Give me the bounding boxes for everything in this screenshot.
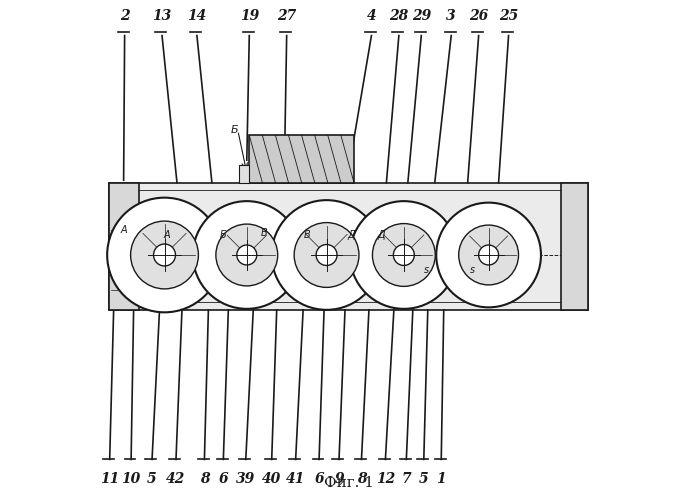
Circle shape: [394, 244, 415, 266]
Text: 5: 5: [147, 472, 157, 486]
Text: 10: 10: [121, 472, 141, 486]
Text: 2: 2: [120, 9, 129, 23]
Text: А: А: [120, 225, 127, 235]
FancyBboxPatch shape: [239, 165, 249, 182]
Text: 28: 28: [389, 9, 408, 23]
Circle shape: [459, 225, 519, 285]
Text: 3: 3: [447, 9, 456, 23]
Text: В: В: [303, 230, 310, 240]
Text: 9: 9: [334, 472, 344, 486]
Circle shape: [479, 245, 498, 265]
Text: В: В: [261, 228, 267, 237]
Text: 42: 42: [166, 472, 186, 486]
Text: Д: Д: [378, 230, 385, 240]
Text: 29: 29: [412, 9, 431, 23]
Text: Фиг. 1: Фиг. 1: [324, 476, 374, 490]
Text: А: А: [164, 230, 170, 240]
Text: 41: 41: [286, 472, 305, 486]
Text: 11: 11: [100, 472, 119, 486]
Text: 12: 12: [376, 472, 395, 486]
Circle shape: [216, 224, 278, 286]
Text: 4: 4: [366, 9, 376, 23]
Circle shape: [107, 198, 222, 312]
Text: 7: 7: [401, 472, 411, 486]
Circle shape: [373, 224, 436, 286]
Text: 6: 6: [218, 472, 228, 486]
FancyBboxPatch shape: [249, 136, 354, 182]
Text: Б: Б: [230, 126, 238, 136]
Text: 14: 14: [187, 9, 207, 23]
Text: 6: 6: [314, 472, 324, 486]
Text: 27: 27: [277, 9, 296, 23]
Text: s: s: [470, 265, 475, 275]
Text: 5: 5: [419, 472, 429, 486]
Circle shape: [237, 245, 257, 265]
Circle shape: [436, 202, 541, 308]
Text: 8: 8: [200, 472, 209, 486]
Text: Д: Д: [348, 230, 355, 240]
Circle shape: [272, 200, 381, 310]
Text: 25: 25: [499, 9, 518, 23]
Text: 13: 13: [152, 9, 172, 23]
Circle shape: [316, 244, 337, 266]
Text: 8: 8: [357, 472, 366, 486]
Circle shape: [193, 201, 301, 309]
Text: 19: 19: [239, 9, 259, 23]
Circle shape: [350, 201, 458, 309]
Text: s: s: [424, 265, 429, 275]
Text: 1: 1: [436, 472, 446, 486]
Circle shape: [131, 221, 198, 289]
Circle shape: [294, 222, 359, 288]
FancyBboxPatch shape: [561, 182, 588, 310]
FancyBboxPatch shape: [109, 182, 139, 310]
Text: 26: 26: [469, 9, 489, 23]
Text: 40: 40: [262, 472, 281, 486]
Text: 39: 39: [236, 472, 255, 486]
Text: Б: Б: [220, 230, 227, 240]
Circle shape: [154, 244, 175, 266]
FancyBboxPatch shape: [109, 182, 588, 310]
